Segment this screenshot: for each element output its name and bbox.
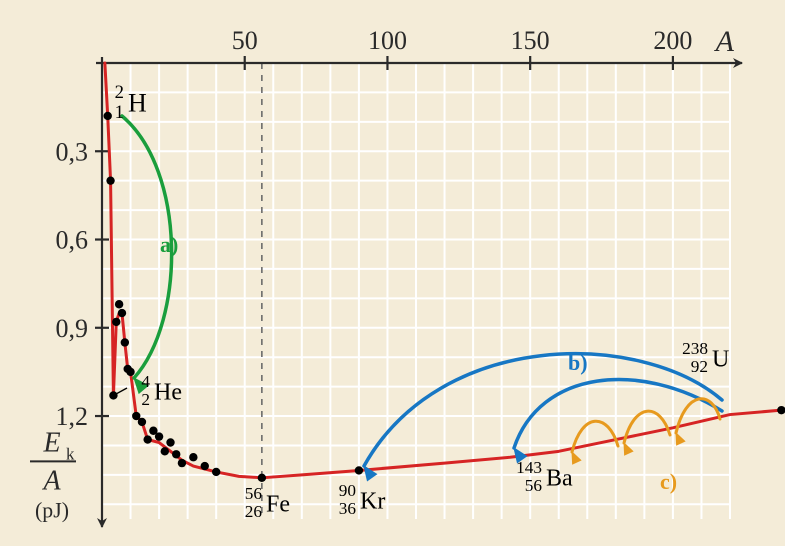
svg-text:Kr: Kr	[360, 488, 385, 514]
x-tick-label: 150	[511, 26, 550, 55]
y-tick-label: 0,3	[56, 137, 89, 166]
svg-text:238: 238	[682, 339, 708, 358]
svg-text:2: 2	[115, 82, 124, 103]
y-tick-label: 0,6	[56, 226, 89, 255]
annotation-c-label: c)	[660, 469, 677, 494]
y-tick-label: 0,9	[56, 314, 89, 343]
annotation-a-label: a)	[160, 232, 178, 257]
data-point	[155, 432, 163, 440]
svg-text:56: 56	[245, 484, 263, 503]
x-tick-label: 200	[653, 26, 692, 55]
data-point	[106, 176, 114, 184]
svg-text:56: 56	[525, 476, 543, 495]
svg-text:U: U	[712, 346, 729, 372]
data-point	[138, 418, 146, 426]
svg-text:4: 4	[141, 372, 150, 391]
data-point	[212, 468, 220, 476]
svg-text:E: E	[42, 427, 60, 458]
svg-text:36: 36	[339, 499, 357, 518]
svg-text:1: 1	[115, 102, 124, 123]
svg-text:2: 2	[141, 390, 150, 409]
svg-text:143: 143	[516, 458, 542, 477]
annotation-b-label: b)	[568, 350, 588, 375]
svg-text:(pJ): (pJ)	[35, 498, 69, 522]
data-point	[126, 368, 134, 376]
data-point	[178, 459, 186, 467]
data-point	[355, 466, 363, 474]
data-point	[143, 435, 151, 443]
svg-text:A: A	[41, 465, 61, 496]
x-axis-label: A	[714, 25, 735, 58]
binding-energy-chart: 50100150200A0,30,60,91,2EkA(pJ)a)b)c)21H…	[0, 0, 785, 546]
data-point	[166, 438, 174, 446]
svg-text:Ba: Ba	[546, 465, 573, 491]
nuclide-label: 21H	[115, 82, 147, 123]
data-point	[189, 453, 197, 461]
svg-text:26: 26	[245, 502, 263, 521]
svg-text:90: 90	[339, 481, 356, 500]
data-point	[201, 462, 209, 470]
svg-text:Fe: Fe	[266, 491, 290, 517]
data-point	[104, 112, 112, 120]
svg-text:H: H	[128, 89, 147, 118]
data-point	[115, 300, 123, 308]
data-point	[118, 309, 126, 317]
data-point	[112, 318, 120, 326]
data-point	[121, 338, 129, 346]
data-point	[161, 447, 169, 455]
x-tick-label: 50	[232, 26, 258, 55]
data-point	[172, 450, 180, 458]
svg-text:92: 92	[691, 357, 708, 376]
x-tick-label: 100	[368, 26, 407, 55]
data-point	[258, 474, 266, 482]
svg-text:He: He	[154, 379, 182, 405]
